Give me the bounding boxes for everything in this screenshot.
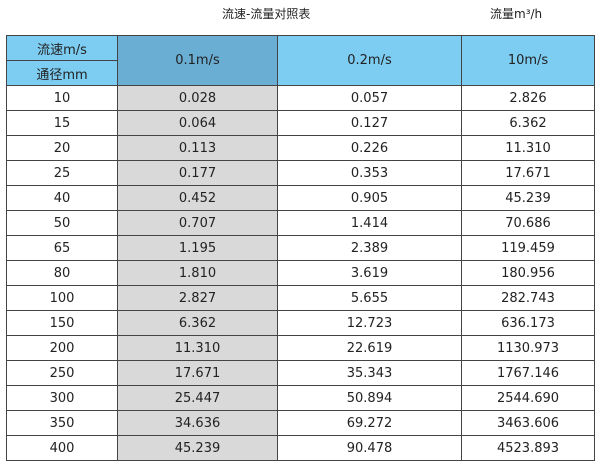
diameter-cell: 20 bbox=[6, 135, 118, 161]
flow-cell: 0.057 bbox=[277, 85, 462, 111]
flow-cell: 0.127 bbox=[277, 110, 462, 136]
flow-cell: 0.064 bbox=[117, 110, 278, 136]
table-row: 10 0.028 0.057 2.826 bbox=[6, 85, 595, 111]
table-row: 65 1.195 2.389 119.459 bbox=[6, 235, 595, 261]
table-row: 350 34.636 69.272 3463.606 bbox=[6, 410, 595, 436]
flow-cell: 4523.893 bbox=[461, 435, 595, 461]
table-row: 20 0.113 0.226 11.310 bbox=[6, 135, 595, 161]
flow-cell: 5.655 bbox=[277, 285, 462, 311]
flow-table: 流速m/s 0.1m/s 0.2m/s 10m/s 通径mm 10 0.028 0.… bbox=[6, 35, 595, 461]
table-row: 25 0.177 0.353 17.671 bbox=[6, 160, 595, 186]
flow-cell: 0.113 bbox=[117, 135, 278, 161]
table-row: 15 0.064 0.127 6.362 bbox=[6, 110, 595, 136]
diameter-cell: 65 bbox=[6, 235, 118, 261]
diameter-cell: 400 bbox=[6, 435, 118, 461]
flow-cell: 0.028 bbox=[117, 85, 278, 111]
flow-cell: 25.447 bbox=[117, 385, 278, 411]
table-row: 250 17.671 35.343 1767.146 bbox=[6, 360, 595, 386]
table-row: 150 6.362 12.723 636.173 bbox=[6, 310, 595, 336]
flow-cell: 17.671 bbox=[461, 160, 595, 186]
flow-cell: 0.353 bbox=[277, 160, 462, 186]
flow-cell: 11.310 bbox=[461, 135, 595, 161]
table-title: 流速-流量对照表 bbox=[222, 7, 311, 21]
diameter-cell: 100 bbox=[6, 285, 118, 311]
table-row: 400 45.239 90.478 4523.893 bbox=[6, 435, 595, 461]
flow-cell: 282.743 bbox=[461, 285, 595, 311]
flow-cell: 2.827 bbox=[117, 285, 278, 311]
diameter-cell: 250 bbox=[6, 360, 118, 386]
col-header-0.1: 0.1m/s bbox=[117, 35, 278, 86]
diameter-cell: 200 bbox=[6, 335, 118, 361]
col-header-10: 10m/s bbox=[461, 35, 595, 86]
flow-cell: 70.686 bbox=[461, 210, 595, 236]
flow-cell: 3463.606 bbox=[461, 410, 595, 436]
flow-cell: 1.810 bbox=[117, 260, 278, 286]
diameter-cell: 150 bbox=[6, 310, 118, 336]
flow-cell: 1767.146 bbox=[461, 360, 595, 386]
diameter-cell: 350 bbox=[6, 410, 118, 436]
flow-cell: 45.239 bbox=[461, 185, 595, 211]
flow-cell: 119.459 bbox=[461, 235, 595, 261]
diameter-header: 通径mm bbox=[6, 60, 118, 86]
flow-cell: 22.619 bbox=[277, 335, 462, 361]
flow-cell: 2.826 bbox=[461, 85, 595, 111]
flow-cell: 34.636 bbox=[117, 410, 278, 436]
velocity-header: 流速m/s bbox=[6, 35, 118, 61]
flow-cell: 2544.690 bbox=[461, 385, 595, 411]
flow-cell: 1130.973 bbox=[461, 335, 595, 361]
diameter-cell: 80 bbox=[6, 260, 118, 286]
col-header-0.2: 0.2m/s bbox=[277, 35, 462, 86]
diameter-cell: 40 bbox=[6, 185, 118, 211]
flow-cell: 0.452 bbox=[117, 185, 278, 211]
diameter-cell: 10 bbox=[6, 85, 118, 111]
table-row: 40 0.452 0.905 45.239 bbox=[6, 185, 595, 211]
table-row: 80 1.810 3.619 180.956 bbox=[6, 260, 595, 286]
table-row: 100 2.827 5.655 282.743 bbox=[6, 285, 595, 311]
flow-cell: 3.619 bbox=[277, 260, 462, 286]
flow-cell: 69.272 bbox=[277, 410, 462, 436]
diameter-cell: 15 bbox=[6, 110, 118, 136]
flow-cell: 0.707 bbox=[117, 210, 278, 236]
flow-cell: 0.905 bbox=[277, 185, 462, 211]
flow-cell: 1.195 bbox=[117, 235, 278, 261]
flow-cell: 636.173 bbox=[461, 310, 595, 336]
diameter-cell: 50 bbox=[6, 210, 118, 236]
flow-cell: 90.478 bbox=[277, 435, 462, 461]
flow-cell: 12.723 bbox=[277, 310, 462, 336]
flow-cell: 6.362 bbox=[461, 110, 595, 136]
flow-cell: 2.389 bbox=[277, 235, 462, 261]
flow-cell: 1.414 bbox=[277, 210, 462, 236]
diameter-cell: 25 bbox=[6, 160, 118, 186]
flow-cell: 11.310 bbox=[117, 335, 278, 361]
table-row: 50 0.707 1.414 70.686 bbox=[6, 210, 595, 236]
table-row: 300 25.447 50.894 2544.690 bbox=[6, 385, 595, 411]
flow-cell: 17.671 bbox=[117, 360, 278, 386]
flow-cell: 35.343 bbox=[277, 360, 462, 386]
flow-cell: 0.226 bbox=[277, 135, 462, 161]
flow-cell: 6.362 bbox=[117, 310, 278, 336]
flow-cell: 0.177 bbox=[117, 160, 278, 186]
diameter-cell: 300 bbox=[6, 385, 118, 411]
flow-cell: 45.239 bbox=[117, 435, 278, 461]
unit-label: 流量m³/h bbox=[490, 7, 543, 21]
flow-cell: 50.894 bbox=[277, 385, 462, 411]
flow-cell: 180.956 bbox=[461, 260, 595, 286]
table-row: 200 11.310 22.619 1130.973 bbox=[6, 335, 595, 361]
